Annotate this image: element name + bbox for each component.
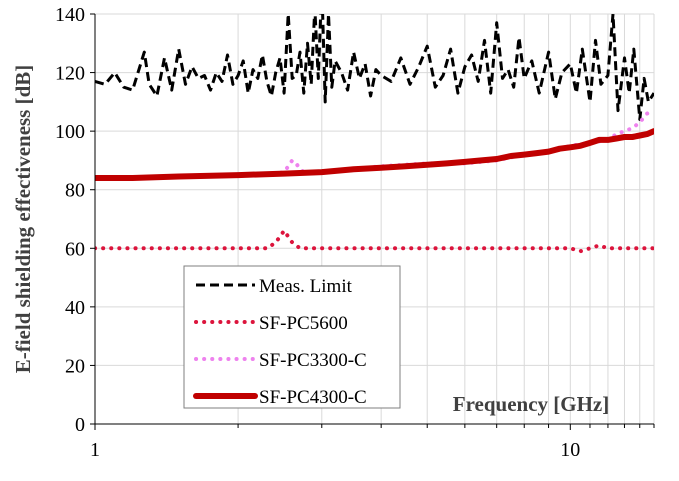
legend-items: Meas. Limit SF-PC5600 SF-PC3300-C SF-PC4300… [193,276,367,408]
y-tick-label: 0 [75,414,85,436]
series-line-sf-pc4300-c [95,128,654,181]
y-tick-label: 100 [55,121,85,143]
legend-box [183,265,401,409]
y-tick-label: 60 [65,238,85,260]
legend: Meas. Limit SF-PC5600 SF-PC3300-C SF-PC4300… [183,265,401,409]
y-tick-label: 20 [65,355,85,377]
y-tick-label: 140 [55,4,85,26]
x-ticks: 1 10 [90,424,655,461]
y-tick-label: 40 [65,297,85,319]
x-tick-label: 1 [90,439,100,461]
x-tick-label: 10 [560,439,580,461]
series-layer [95,14,654,254]
series-line-sf-pc3300-c [95,108,654,180]
y-tick-label: 120 [55,63,85,85]
legend-label: SF-PC3300-C [259,350,367,371]
y-ticks: 0 20 40 60 80 100 120 140 [55,4,95,436]
y-tick-label: 80 [65,180,85,202]
legend-label: SF-PC4300-C [259,387,367,408]
legend-label: Meas. Limit [259,276,353,297]
y-axis-title: E-field shielding effectiveness [dB] [11,65,35,374]
series-line-sf-pc5600 [95,228,654,254]
legend-label: SF-PC5600 [259,313,348,334]
series-line-meas-limit [95,14,654,121]
x-axis-title: Frequency [GHz] [453,392,610,416]
